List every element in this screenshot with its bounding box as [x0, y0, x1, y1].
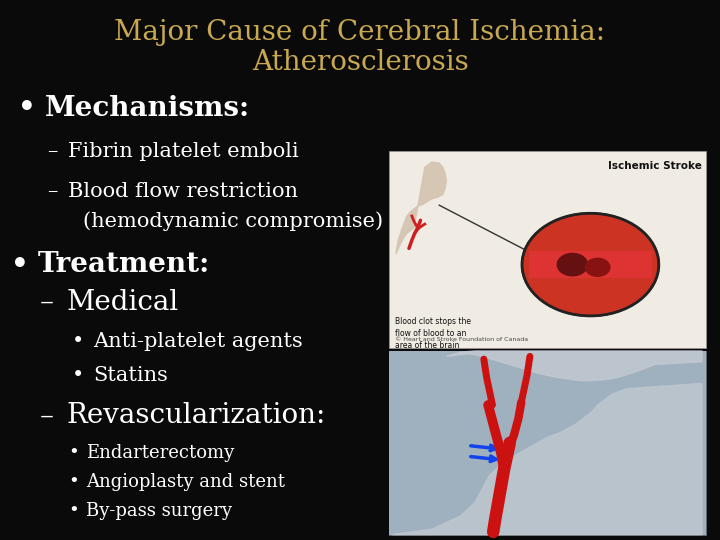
Text: Treatment:: Treatment: — [38, 251, 210, 278]
Bar — [389, 351, 706, 535]
Circle shape — [585, 258, 611, 277]
Text: •: • — [68, 472, 79, 491]
Circle shape — [557, 253, 588, 276]
Text: •: • — [68, 443, 79, 462]
Circle shape — [522, 213, 659, 316]
Text: Major Cause of Cerebral Ischemia:: Major Cause of Cerebral Ischemia: — [114, 19, 606, 46]
Polygon shape — [396, 162, 446, 254]
Bar — [389, 351, 706, 535]
Text: Statins: Statins — [94, 366, 168, 385]
Text: •: • — [68, 502, 79, 520]
Text: –: – — [47, 182, 57, 201]
Text: –: – — [47, 141, 57, 161]
Text: (hemodynamic compromise): (hemodynamic compromise) — [83, 212, 383, 231]
Text: Blood clot stops the
flow of blood to an
area of the brain: Blood clot stops the flow of blood to an… — [395, 317, 471, 349]
Text: Endarterectomy: Endarterectomy — [86, 443, 235, 462]
Text: •: • — [72, 332, 84, 351]
Text: Ischemic Stroke: Ischemic Stroke — [608, 161, 702, 171]
Bar — [529, 251, 652, 278]
Text: Mechanisms:: Mechanisms: — [45, 94, 251, 122]
Text: © Heart and Stroke Foundation of Canada: © Heart and Stroke Foundation of Canada — [395, 337, 528, 342]
Text: –: – — [40, 402, 53, 429]
Text: Angioplasty and stent: Angioplasty and stent — [86, 472, 285, 491]
Text: Atherosclerosis: Atherosclerosis — [251, 49, 469, 76]
Bar — [389, 151, 706, 348]
Text: Medical: Medical — [67, 289, 179, 316]
Text: Anti-platelet agents: Anti-platelet agents — [94, 332, 303, 351]
Text: Fibrin platelet emboli: Fibrin platelet emboli — [68, 141, 299, 161]
Text: Blood flow restriction: Blood flow restriction — [68, 182, 298, 201]
Text: –: – — [40, 289, 53, 316]
Text: Revascularization:: Revascularization: — [67, 402, 326, 429]
Text: By-pass surgery: By-pass surgery — [86, 502, 233, 520]
Polygon shape — [446, 351, 702, 381]
Text: •: • — [11, 251, 29, 278]
Text: •: • — [72, 366, 84, 385]
Text: •: • — [18, 94, 36, 122]
Polygon shape — [392, 383, 702, 535]
